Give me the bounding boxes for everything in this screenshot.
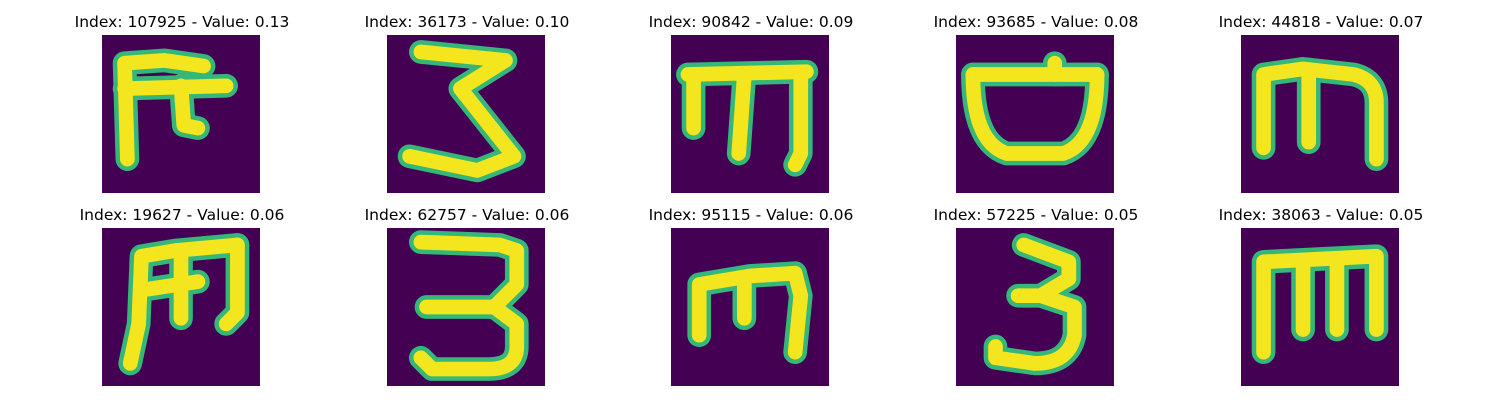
panel-title: Index: 95115 - Value: 0.06 [648,206,854,224]
panel-title: Index: 19627 - Value: 0.06 [79,206,285,224]
panel-title: Index: 62757 - Value: 0.06 [364,206,570,224]
panel-title: Index: 57225 - Value: 0.05 [933,206,1139,224]
digit-image-f-shape [102,35,260,193]
digit-image-m-shape [671,35,829,193]
panel-title: Index: 93685 - Value: 0.08 [933,13,1139,31]
digit-image-m-slanted [102,228,260,386]
digit-image-three-zigzag [387,35,545,193]
panel-title: Index: 38063 - Value: 0.05 [1218,206,1424,224]
digit-image-m-shape [671,228,829,386]
panel-title: Index: 107925 - Value: 0.13 [74,13,290,31]
digit-image-bowl-shape [956,35,1114,193]
panel-title: Index: 90842 - Value: 0.09 [648,13,854,31]
digit-image-three [956,228,1114,386]
digit-image-m-shape [1241,35,1399,193]
panel-title: Index: 44818 - Value: 0.07 [1218,13,1424,31]
digit-image-three [387,228,545,386]
digit-image-m-shape [1241,228,1399,386]
panel-title: Index: 36173 - Value: 0.10 [364,13,570,31]
